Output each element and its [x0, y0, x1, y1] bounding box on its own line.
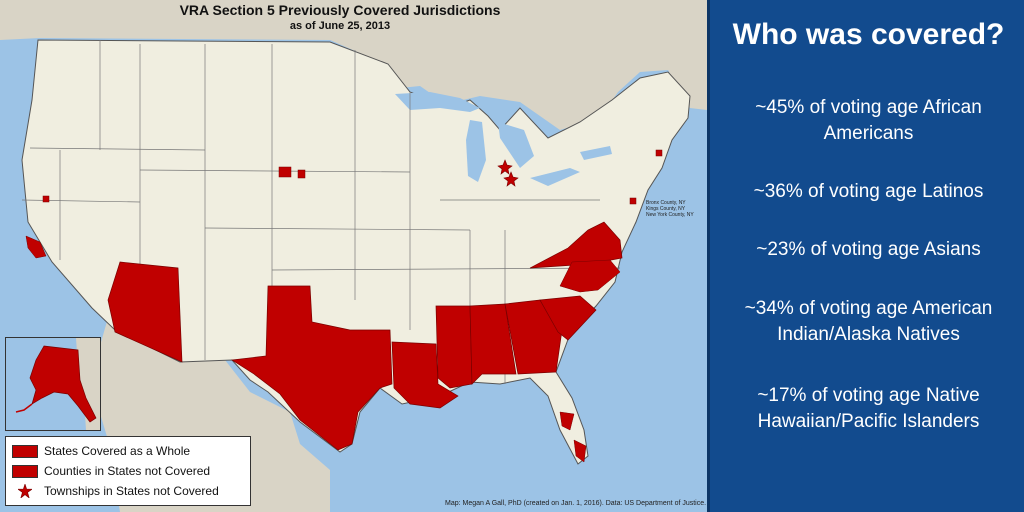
lake-superior [395, 92, 480, 112]
stat-asians: ~23% of voting age Asians [720, 237, 1017, 263]
lake-huron [498, 122, 534, 168]
township-star-icon [12, 484, 38, 499]
aleutian-islands [15, 403, 33, 413]
mississippi [435, 305, 473, 389]
south-carolina [539, 295, 597, 341]
lake-michigan [466, 120, 486, 182]
california-counties [25, 235, 47, 259]
legend-swatch [12, 444, 38, 458]
legend-item-townships-covered: Townships in States not Covered [12, 482, 219, 500]
township-star [497, 159, 513, 175]
legend-label: Townships in States not Covered [44, 484, 219, 498]
alaska-land [29, 345, 97, 423]
map-legend: States Covered as a Whole Counties in St… [5, 436, 251, 506]
florida-counties [573, 439, 587, 463]
south-dakota-county [297, 169, 306, 179]
info-title: Who was covered? [732, 18, 1005, 51]
ny-note-line: New York County, NY [646, 212, 694, 218]
info-panel: Who was covered? ~45% of voting age Afri… [707, 0, 1024, 512]
north-carolina-counties [559, 259, 621, 293]
ny-note-line: Bronx County, NY [646, 200, 686, 206]
stat-line: ~45% of voting age African [755, 97, 982, 118]
ny-counties-note: Bronx County, NY Kings County, NY New Yo… [646, 200, 694, 218]
alaska-map [15, 338, 100, 430]
state-borders [21, 40, 621, 384]
stat-line: Americans [823, 123, 914, 144]
lake-erie [530, 168, 580, 186]
legend-swatch [12, 464, 38, 478]
map-subtitle: as of June 25, 2013 [289, 20, 391, 32]
stat-line: Indian/Alaska Natives [777, 324, 960, 345]
louisiana [391, 341, 459, 409]
new-hampshire-counties [655, 149, 663, 157]
texas [230, 285, 393, 451]
map-title: VRA Section 5 Previously Covered Jurisdi… [179, 2, 501, 18]
alabama [469, 303, 517, 385]
arizona [107, 261, 183, 363]
stat-line: Hawaiian/Pacific Islanders [757, 411, 980, 432]
legend-label: States Covered as a Whole [44, 444, 191, 458]
alaska-inset [5, 337, 101, 431]
georgia [504, 299, 563, 375]
stat-american-indians: ~34% of voting age American Indian/Alask… [720, 296, 1017, 348]
lake-ontario [580, 146, 612, 160]
stat-line: ~34% of voting age American [744, 298, 993, 319]
covered-counties [25, 149, 663, 463]
california-county [42, 195, 50, 203]
legend-item-counties-covered: Counties in States not Covered [12, 462, 210, 480]
stat-african-americans: ~45% of voting age African Americans [720, 95, 1017, 147]
stat-pacific-islanders: ~17% of voting age Native Hawaiian/Pacif… [720, 383, 1017, 435]
ny-note-line: Kings County, NY [646, 206, 686, 212]
canada-land [0, 0, 707, 130]
townships-michigan [497, 159, 519, 187]
legend-item-states-covered: States Covered as a Whole [12, 442, 190, 460]
map-credit: Map: Megan A Gall, PhD (created on Jan. … [445, 500, 707, 507]
south-dakota-county [278, 166, 292, 178]
map-panel: VRA Section 5 Previously Covered Jurisdi… [0, 0, 707, 512]
florida-counties [559, 411, 575, 431]
stat-latinos: ~36% of voting age Latinos [720, 179, 1017, 205]
new-york-counties [629, 197, 637, 205]
township-star [503, 171, 519, 187]
stat-line: ~17% of voting age Native [757, 385, 980, 406]
covered-states [107, 221, 623, 451]
map-title-block: VRA Section 5 Previously Covered Jurisdi… [140, 2, 540, 34]
us-map [0, 0, 707, 512]
stat-line: ~36% of voting age Latinos [753, 181, 984, 202]
stat-line: ~23% of voting age Asians [756, 239, 981, 260]
canada-inset-land [76, 338, 100, 430]
legend-label: Counties in States not Covered [44, 464, 211, 478]
